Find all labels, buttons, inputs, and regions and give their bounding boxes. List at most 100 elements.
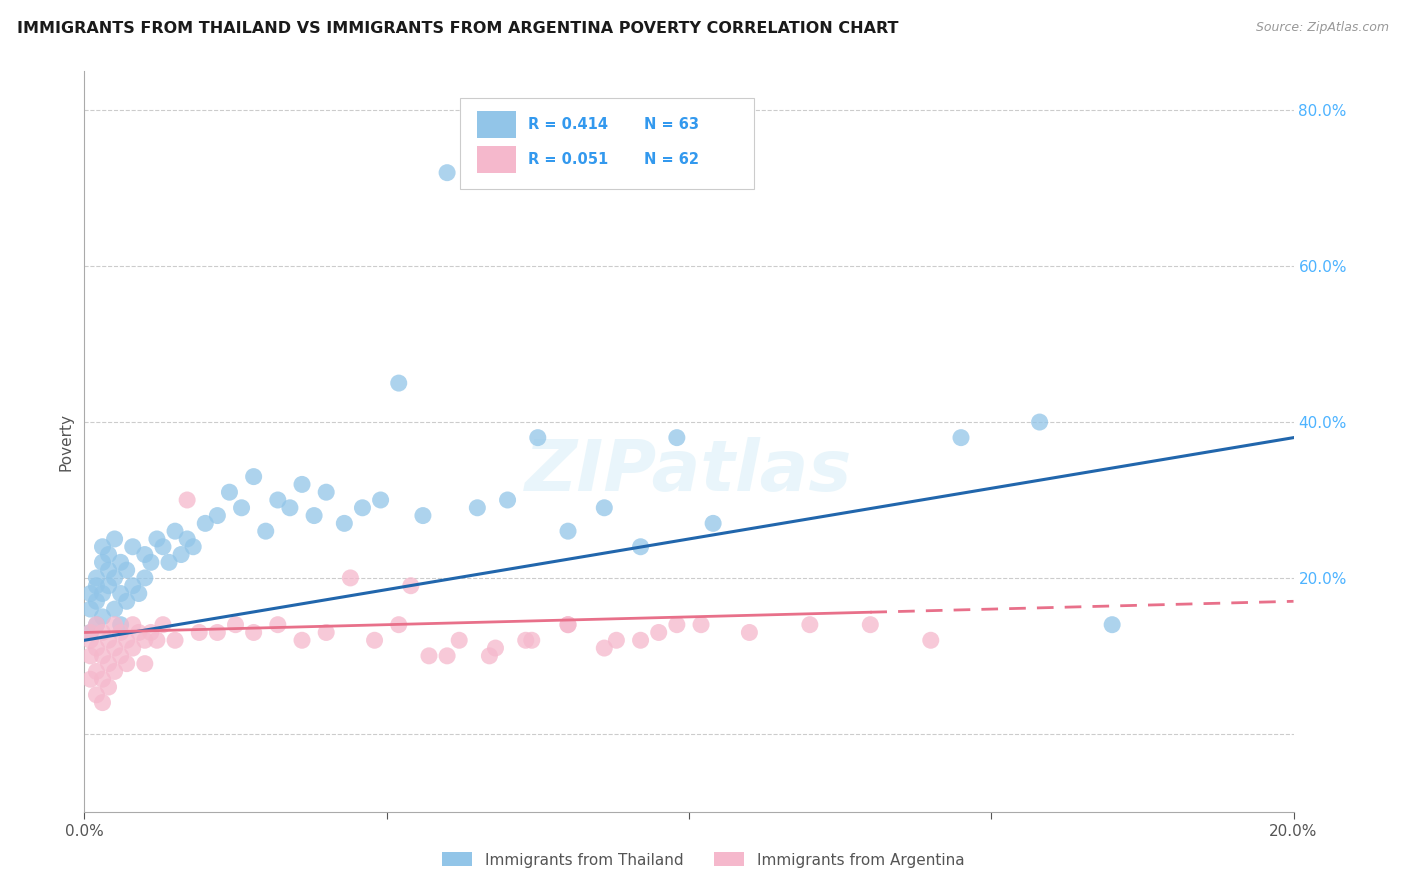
Point: [97, 657, 120, 671]
Point: [104, 532, 127, 546]
Point: [128, 625, 150, 640]
Point: [593, 641, 616, 656]
Point: [91, 586, 114, 600]
Point: [181, 540, 204, 554]
Point: [1101, 617, 1123, 632]
Point: [388, 376, 411, 390]
Point: [630, 633, 652, 648]
Point: [799, 617, 821, 632]
Point: [97, 680, 120, 694]
Point: [110, 648, 132, 663]
Point: [278, 500, 301, 515]
Point: [134, 633, 156, 648]
Point: [79, 602, 101, 616]
Point: [231, 500, 253, 515]
Point: [218, 485, 240, 500]
Point: [146, 633, 169, 648]
Point: [121, 617, 143, 632]
Point: [665, 431, 688, 445]
Point: [630, 540, 652, 554]
Point: [110, 586, 132, 600]
Point: [165, 524, 187, 538]
Point: [79, 672, 101, 686]
Point: [110, 555, 132, 569]
Point: [104, 641, 127, 656]
Point: [121, 579, 143, 593]
Point: [242, 469, 264, 483]
Point: [449, 633, 471, 648]
Point: [110, 617, 132, 632]
Point: [702, 516, 724, 531]
Point: [859, 617, 882, 632]
Point: [207, 508, 229, 523]
Point: [363, 633, 385, 648]
Point: [418, 648, 440, 663]
Point: [291, 633, 314, 648]
Point: [515, 633, 537, 648]
Point: [920, 633, 942, 648]
Point: [91, 648, 114, 663]
Point: [104, 571, 127, 585]
Point: [115, 657, 138, 671]
Point: [134, 571, 156, 585]
Point: [352, 500, 374, 515]
Point: [115, 594, 138, 608]
Point: [115, 563, 138, 577]
Text: ZIPatlas: ZIPatlas: [526, 437, 852, 506]
Point: [242, 625, 264, 640]
Text: IMMIGRANTS FROM THAILAND VS IMMIGRANTS FROM ARGENTINA POVERTY CORRELATION CHART: IMMIGRANTS FROM THAILAND VS IMMIGRANTS F…: [17, 21, 898, 37]
Point: [152, 540, 174, 554]
Point: [690, 617, 713, 632]
Point: [91, 540, 114, 554]
Point: [315, 485, 337, 500]
Point: [152, 617, 174, 632]
Point: [412, 508, 434, 523]
Point: [557, 617, 579, 632]
Point: [110, 625, 132, 640]
Point: [496, 493, 519, 508]
Point: [302, 508, 325, 523]
Point: [484, 641, 506, 656]
Point: [97, 579, 120, 593]
Point: [207, 625, 229, 640]
Point: [165, 633, 187, 648]
Point: [157, 555, 180, 569]
Point: [86, 617, 108, 632]
Text: R = 0.414: R = 0.414: [529, 117, 609, 132]
Bar: [478, 112, 516, 138]
Point: [557, 524, 579, 538]
Point: [86, 665, 108, 679]
Point: [267, 493, 290, 508]
Text: N = 63: N = 63: [644, 117, 699, 132]
Point: [86, 579, 108, 593]
Text: Source: ZipAtlas.com: Source: ZipAtlas.com: [1256, 21, 1389, 35]
Point: [520, 633, 543, 648]
Point: [79, 625, 101, 640]
Point: [79, 648, 101, 663]
Point: [399, 579, 422, 593]
Point: [91, 610, 114, 624]
Point: [134, 548, 156, 562]
Point: [225, 617, 247, 632]
Point: [91, 625, 114, 640]
Point: [104, 602, 127, 616]
Point: [370, 493, 392, 508]
Point: [97, 563, 120, 577]
Point: [104, 665, 127, 679]
Bar: [478, 146, 516, 173]
Point: [605, 633, 627, 648]
Point: [104, 617, 127, 632]
Point: [139, 555, 162, 569]
Point: [170, 548, 193, 562]
Point: [478, 648, 501, 663]
Point: [79, 633, 101, 648]
Point: [436, 648, 458, 663]
Point: [121, 540, 143, 554]
Point: [950, 431, 973, 445]
Point: [91, 555, 114, 569]
Point: [86, 617, 108, 632]
Point: [467, 500, 489, 515]
Point: [176, 532, 198, 546]
Point: [115, 633, 138, 648]
Point: [557, 617, 579, 632]
